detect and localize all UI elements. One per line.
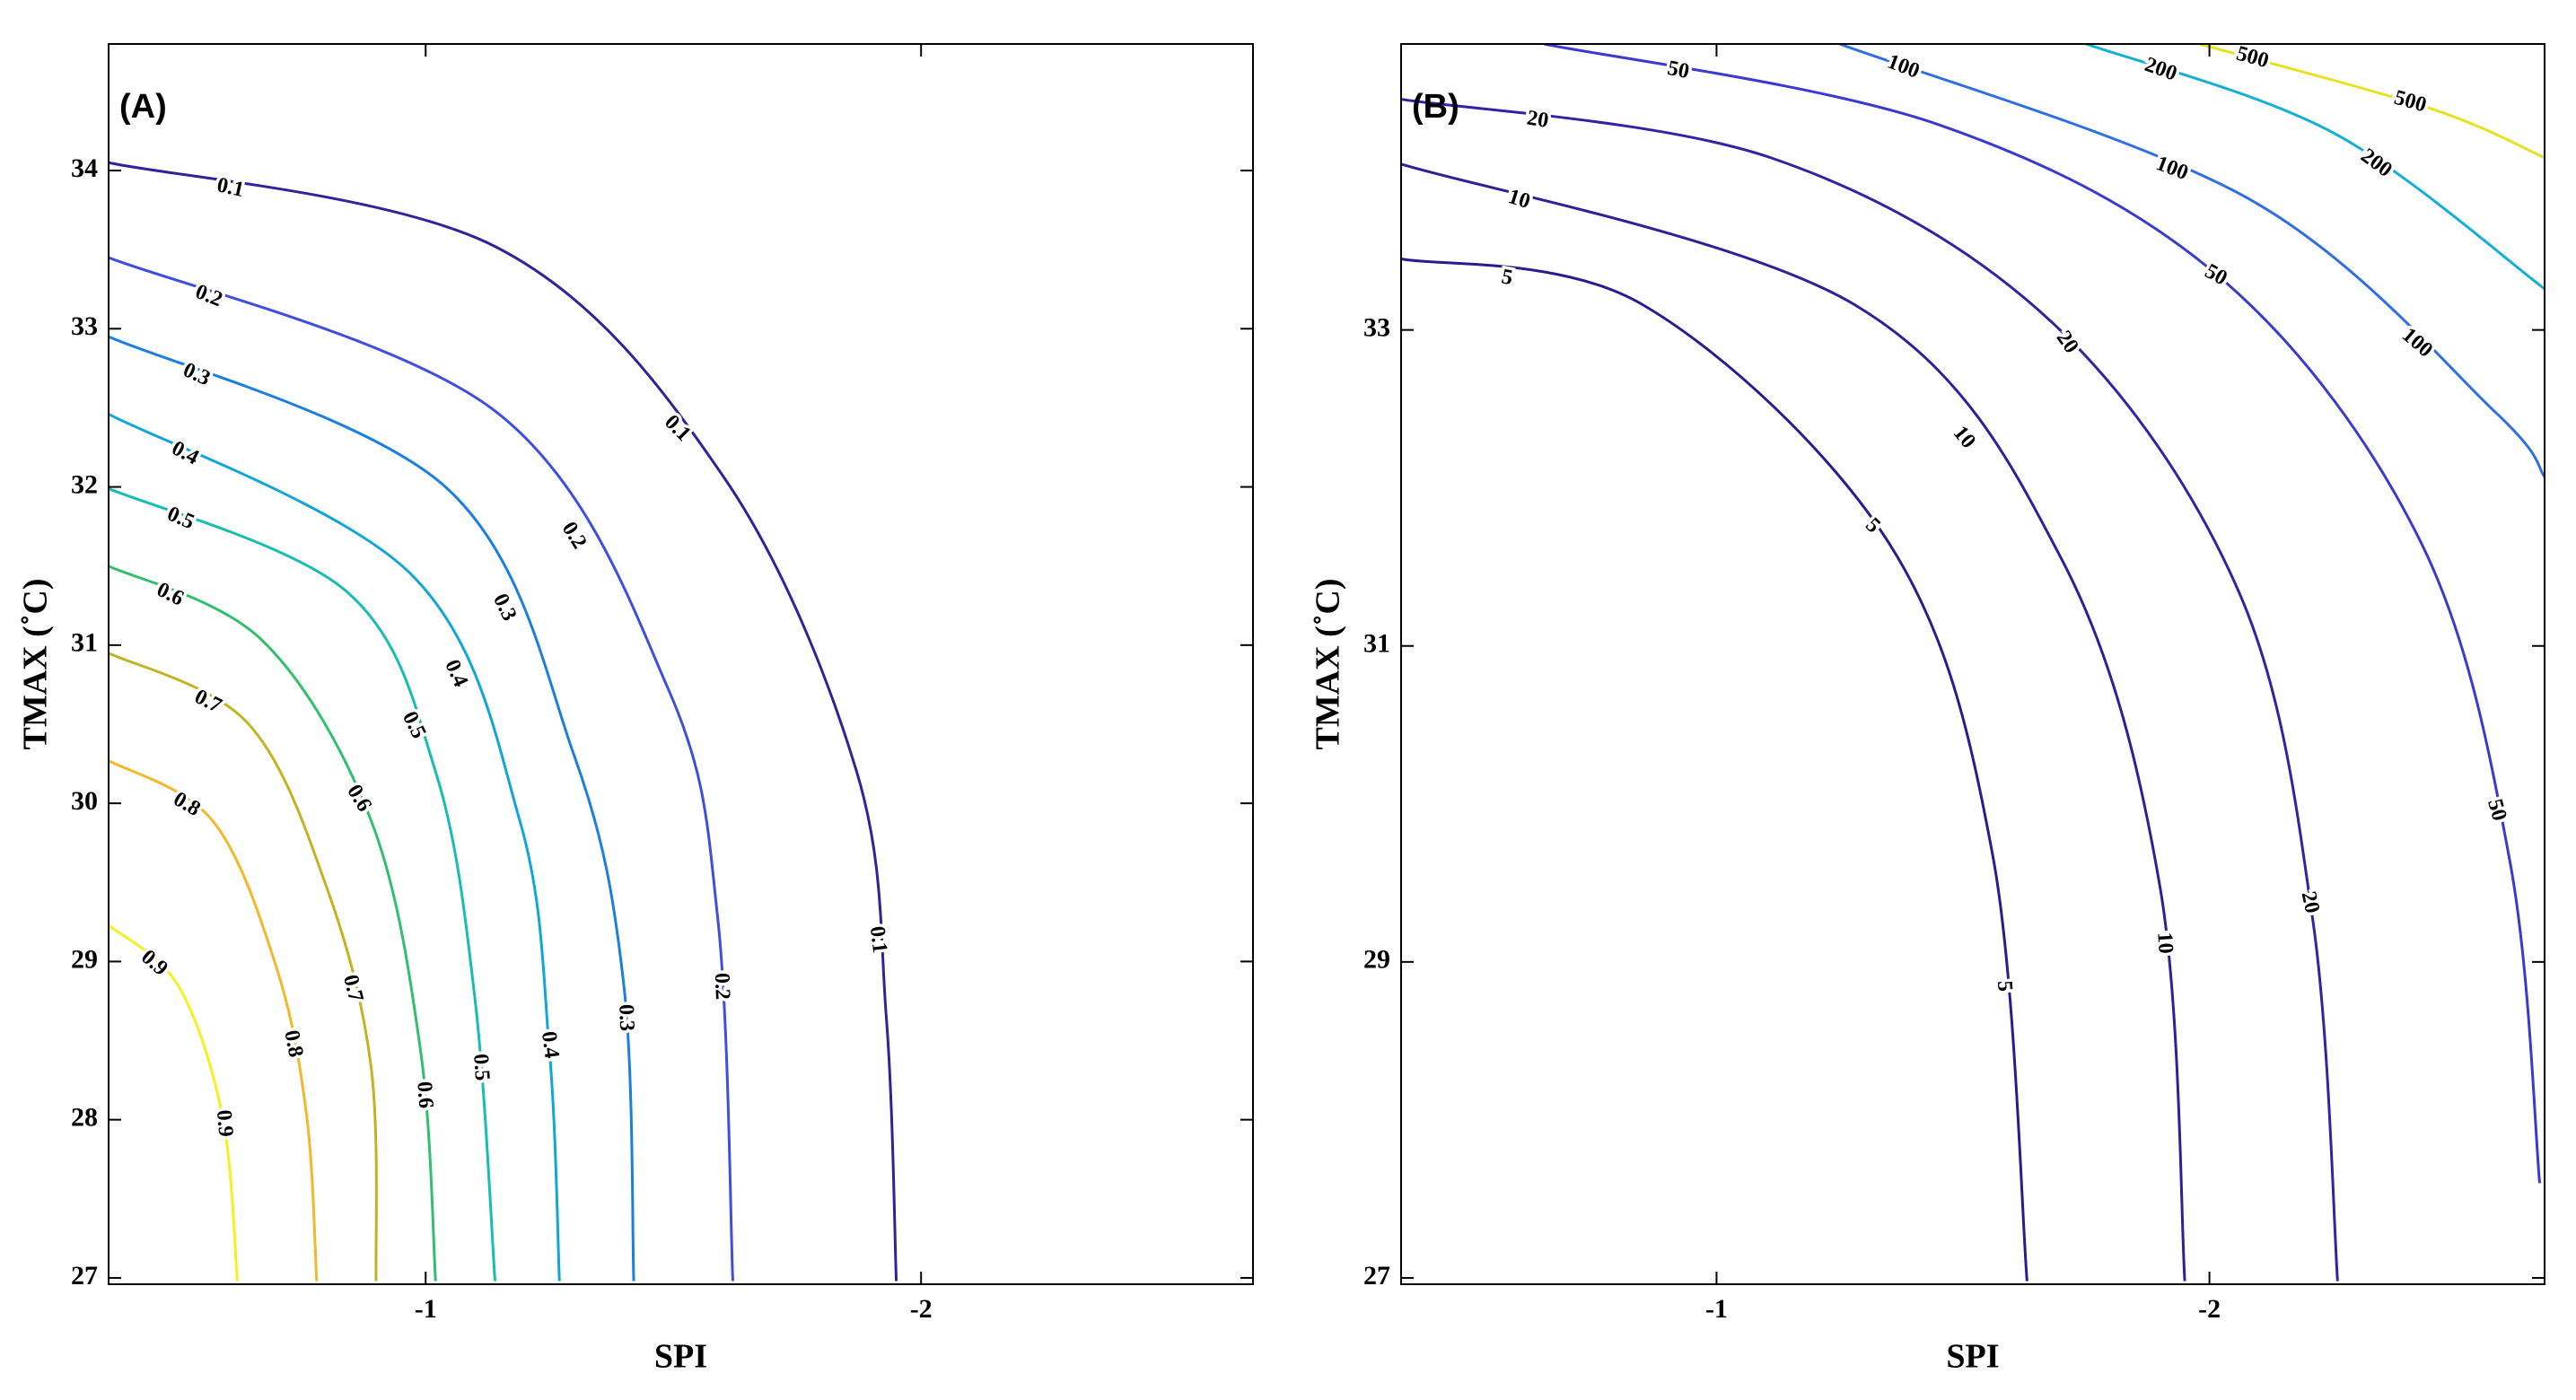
y-tick-label: 29 [71,944,98,974]
contour-line [109,335,635,1282]
contour-line [109,256,734,1282]
contour-label: 0.9 [136,945,172,980]
contours: 5551010102020205050501001001002002005005… [1401,42,2545,1282]
contour-label: 0.3 [488,591,521,625]
y-tick-label: 33 [1363,313,1390,343]
contour-label: 0.6 [412,1081,437,1109]
contour-line [2199,44,2545,160]
contour-label: 20 [2296,889,2324,915]
plot-panel: 0.1 0.1 0.1 0.2 0.2 0.2 0.3 0.3 0.3 0.4 0.4 0.4 0.5 0… [17,43,1254,1376]
x-tick-label: -1 [415,1294,437,1324]
contour-label: 5 [1861,513,1885,538]
contour-label: 0.3 [614,1004,638,1032]
y-tick-label: 31 [1363,629,1390,659]
contour-line [109,759,319,1282]
contour-label: 10 [1949,422,1980,453]
contour-label: 200 [2142,53,2180,86]
contour-line [2085,44,2545,291]
x-tick-label: -2 [2198,1294,2221,1324]
plot-panel: 5551010102020205050501001001002002005005… [1310,42,2545,1376]
contour-line [1401,257,2028,1282]
contour-label: 0.8 [170,787,205,821]
contour-label: 0.4 [537,1030,564,1060]
y-tick-label: 30 [71,786,98,816]
y-tick-label: 34 [71,153,98,183]
y-tick-label: 32 [71,469,98,499]
contour-label: 0.1 [215,173,246,202]
contour-label: 5 [1500,265,1515,290]
contour-label: 0.5 [469,1053,494,1081]
contour-label: 10 [2152,932,2177,955]
contour-line [109,161,898,1282]
contour-line [109,564,437,1282]
contour-label: 10 [1505,185,1533,214]
contour-label: 0.1 [660,410,696,446]
contour-label: 0.9 [212,1109,238,1138]
y-tick-label: 28 [71,1103,98,1133]
x-axis-label: SPI [654,1338,707,1376]
contour-label: 500 [2392,86,2430,118]
y-tick-label: 29 [1363,945,1390,975]
contour-label: 0.8 [279,1028,307,1060]
contour-line [1543,44,2542,1184]
contour-label: 0.3 [180,358,214,390]
contour-label: 0.2 [710,972,734,1000]
panel-label: (B) [1412,88,1459,126]
x-axis-label: SPI [1946,1338,1999,1376]
contour-line [109,923,240,1282]
contour-label: 0.4 [440,656,472,690]
contour-line [1401,98,2339,1282]
plot-frame [108,43,1254,1285]
contour-label: 50 [1666,57,1692,83]
panel-label: (A) [119,88,167,126]
contour-label: 100 [2153,152,2192,185]
contour-label: 100 [1884,50,1923,83]
x-tick-label: -2 [910,1294,933,1324]
contour-label: 0.6 [342,781,376,816]
y-axis-label: TMAX (˚C) [1310,578,1347,749]
contour-label: 5 [1993,980,2017,993]
contour-label: 50 [2483,796,2510,823]
contour-label: 0.7 [191,685,225,718]
contour-label: 100 [2397,323,2437,362]
x-tick-label: -1 [1705,1294,1728,1324]
contour-line [109,652,378,1282]
contour-line [1401,162,2186,1282]
contour-line [1839,44,2545,478]
contour-line [109,486,497,1282]
contour-label: 0.5 [163,503,197,535]
contour-label: 0.1 [865,925,891,955]
y-tick-label: 31 [71,628,98,658]
y-axis-label: TMAX (˚C) [17,578,55,749]
contour-label: 20 [1525,106,1550,132]
y-tick-label: 27 [1363,1261,1390,1291]
contour-label: 0.7 [338,973,367,1004]
y-tick-label: 27 [71,1261,98,1291]
plot-frame [1400,43,2545,1285]
contour-label: 500 [2234,42,2272,74]
contours: 0.1 0.1 0.1 0.2 0.2 0.2 0.3 0.3 0.3 0.4 0.4 0.4 0.5 0… [109,161,898,1282]
contour-line [109,413,561,1282]
contour-label: 0.2 [557,518,591,553]
contour-label: 0.2 [192,280,225,311]
contour-label: 0.4 [168,436,203,469]
contour-label: 20 [2052,327,2083,358]
y-tick-label: 33 [71,311,98,341]
